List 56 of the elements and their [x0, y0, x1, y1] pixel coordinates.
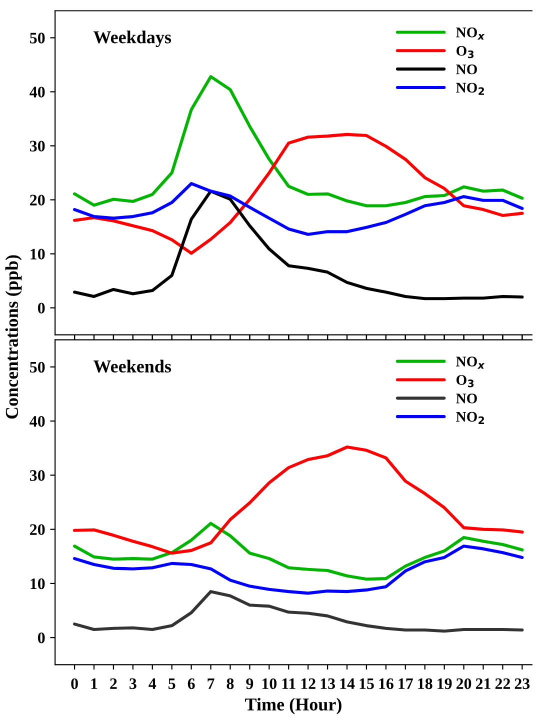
- x-tick-label: 14: [340, 678, 355, 689]
- legend-label: NO$_{2}$: [456, 412, 484, 424]
- x-tick-label: 5: [168, 678, 176, 690]
- x-tick-label: 8: [226, 678, 234, 690]
- y-tick-label: 20: [30, 524, 45, 536]
- line-series: [73, 190, 524, 300]
- line-series: [73, 544, 524, 595]
- x-tick-label: 21: [476, 678, 490, 689]
- x-tick-label: 3: [130, 678, 136, 690]
- y-tick-label: 20: [30, 194, 45, 206]
- y-tick-label: 30: [30, 470, 45, 481]
- line-series: [73, 75, 524, 208]
- x-tick-label: 11: [282, 678, 296, 689]
- line-series: [73, 182, 524, 236]
- x-tick-label: 19: [438, 678, 452, 690]
- x-tick-label: 6: [188, 678, 195, 690]
- x-tick-label: 1: [91, 678, 98, 689]
- x-tick-label: 9: [246, 678, 254, 690]
- x-tick-label: 10: [262, 678, 277, 690]
- y-tick-label: 50: [30, 32, 45, 44]
- legend-label: NO: [456, 64, 477, 74]
- y-tick-label: 0: [38, 632, 45, 644]
- x-tick-label: 23: [514, 678, 530, 690]
- x-tick-label: 4: [148, 678, 156, 689]
- x-tick-label: 20: [456, 678, 472, 690]
- y-tick-label: 40: [30, 416, 45, 427]
- text: Weekends: [93, 360, 172, 373]
- x-tick-label: 0: [71, 678, 78, 690]
- legend-label: NO: [456, 394, 477, 404]
- y-tick-label: 50: [30, 362, 45, 373]
- y-tick-label: 10: [30, 578, 45, 590]
- x-axis-title: Time (Hour): [245, 698, 342, 714]
- x-tick-label: 18: [418, 678, 432, 690]
- y-tick-label: 40: [30, 86, 45, 98]
- x-tick-label: 12: [301, 678, 316, 689]
- legend-label: NO$_{x}$: [456, 28, 485, 40]
- text: Weekdays: [93, 30, 172, 48]
- x-tick-label: 7: [208, 678, 214, 689]
- line-series: [73, 132, 524, 255]
- x-tick-label: 2: [110, 678, 117, 689]
- legend-label: O$_{3}$: [456, 46, 474, 58]
- legend-label: NO$_{x}$: [456, 356, 485, 369]
- x-tick-label: 16: [379, 678, 394, 690]
- line-series: [73, 590, 524, 633]
- y-tick-label: 30: [30, 140, 45, 152]
- y-axis-title: Concentrations (ppb): [5, 255, 22, 419]
- x-tick-label: 15: [360, 678, 374, 690]
- y-tick-label: 10: [30, 248, 45, 260]
- legend-label: O$_{3}$: [456, 375, 474, 388]
- line-series: [73, 522, 524, 581]
- x-tick-label: 17: [398, 678, 413, 689]
- line-series: [73, 446, 524, 555]
- x-tick-label: 13: [320, 678, 335, 690]
- legend-label: NO$_{2}$: [456, 82, 484, 95]
- y-tick-label: 0: [38, 302, 45, 314]
- x-tick-label: 22: [495, 678, 510, 689]
